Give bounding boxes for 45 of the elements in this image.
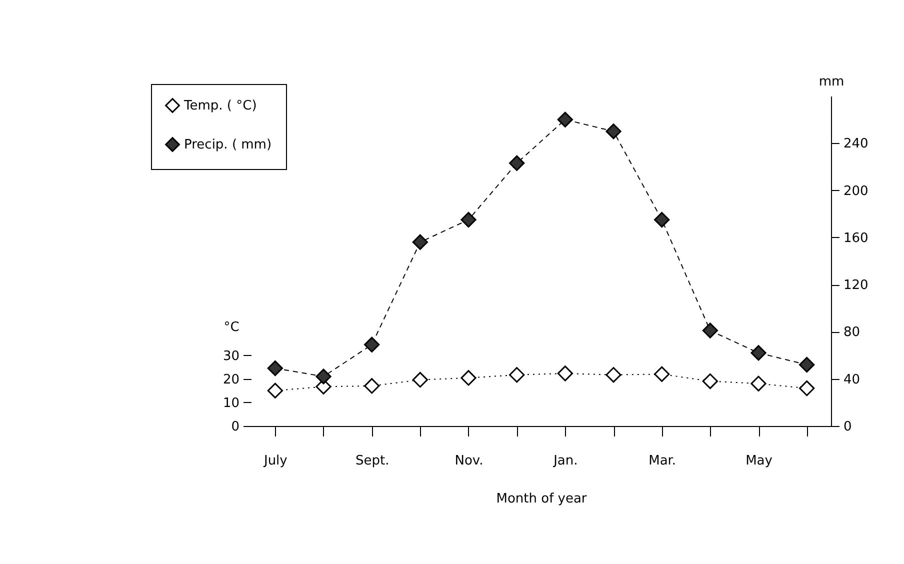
y2-tick-label: 160	[844, 230, 868, 246]
y2-axis-title: mm	[818, 74, 844, 90]
point	[799, 356, 815, 373]
point	[557, 112, 573, 128]
y2-tick-label: 240	[844, 136, 868, 152]
x-tick-label: July	[262, 454, 288, 468]
point	[750, 376, 766, 392]
legend-label: Temp. ( °C)	[183, 98, 257, 114]
y-tick-label: 10	[222, 396, 240, 411]
point	[654, 212, 670, 228]
y2-tick-label: 120	[844, 278, 868, 294]
point	[267, 360, 283, 376]
point	[460, 370, 476, 386]
point	[702, 322, 718, 338]
y2-tick-label: 80	[844, 325, 860, 340]
point	[606, 367, 622, 383]
legend-label: Precip. ( mm)	[184, 138, 272, 152]
x-tick-label: May	[746, 454, 773, 468]
y-tick-label: 20	[222, 372, 240, 388]
point	[316, 368, 332, 384]
x-tick-label: Mar.	[648, 454, 676, 468]
x-axis-title: Month of year	[496, 492, 588, 506]
x-tick-label: Sept.	[355, 454, 390, 468]
y-tick-label: 30	[222, 348, 240, 364]
y-axis-title: °C	[224, 320, 240, 335]
point	[654, 366, 670, 382]
point	[364, 378, 380, 394]
point	[606, 124, 622, 140]
y2-tick-label: 200	[844, 184, 868, 199]
point	[267, 382, 283, 398]
x-tick-label: Nov.	[454, 454, 484, 468]
y2-tick-label: 0	[844, 420, 852, 434]
point	[557, 366, 573, 382]
point	[460, 212, 476, 228]
point	[509, 155, 525, 171]
point	[702, 373, 718, 390]
x-tick-label: Jan.	[552, 454, 578, 468]
point	[799, 380, 815, 396]
point	[509, 367, 525, 383]
point	[750, 345, 766, 361]
y-tick-label: 0	[231, 420, 240, 434]
y2-tick-label: 40	[844, 372, 860, 388]
point	[364, 336, 380, 352]
point	[412, 372, 428, 388]
point	[412, 234, 428, 250]
